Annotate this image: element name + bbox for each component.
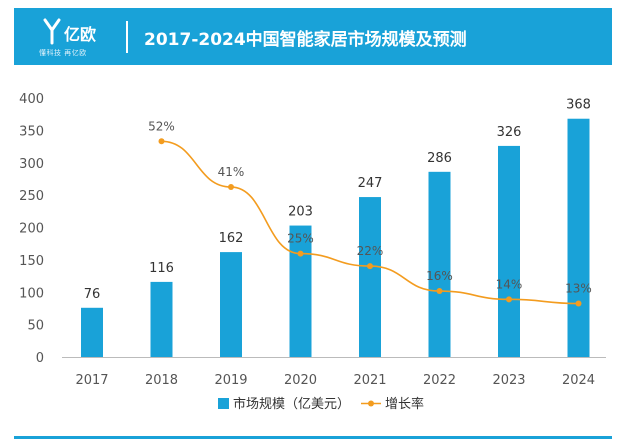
- y-tick-label: 150: [19, 254, 44, 269]
- bar-value-label: 247: [358, 176, 383, 191]
- y-tick-label: 400: [19, 92, 44, 107]
- growth-rate-label: 22%: [357, 244, 384, 258]
- logo-text: 亿欧: [64, 25, 97, 44]
- bar-value-label: 162: [219, 231, 244, 246]
- legend-bar-swatch: [218, 398, 229, 409]
- legend-line-label: 增长率: [385, 396, 424, 412]
- bar: [359, 197, 381, 357]
- growth-rate-label: 14%: [496, 277, 523, 291]
- x-tick-label: 2018: [145, 373, 178, 388]
- legend-bar-label: 市场规模（亿美元）: [233, 396, 350, 412]
- growth-rate-label: 25%: [287, 232, 314, 246]
- bar: [220, 252, 242, 357]
- bar-value-label: 326: [497, 125, 522, 140]
- bar: [150, 281, 173, 357]
- bar-value-label: 203: [288, 205, 313, 220]
- y-tick-label: 250: [19, 189, 44, 204]
- bar: [498, 145, 520, 357]
- growth-rate-label: 41%: [218, 165, 245, 179]
- bar-value-labels: 76 116 162 203 247 286 326 368: [84, 98, 591, 302]
- x-tick-label: 2017: [75, 373, 108, 388]
- y-axis: 0 50 100 150 200 250 300 350 400: [19, 92, 44, 366]
- x-axis: 2017 2018 2019 2020 2021 2022 2023 2024: [75, 373, 595, 388]
- growth-rate-point: [228, 184, 234, 191]
- yiou-logo-icon: [43, 18, 61, 45]
- y-tick-label: 200: [19, 222, 44, 237]
- growth-rate-point: [575, 300, 582, 307]
- x-tick-label: 2021: [353, 373, 386, 388]
- legend: 市场规模（亿美元） 增长率: [218, 396, 424, 412]
- banner-divider: [126, 21, 128, 53]
- growth-rate-label: 52%: [148, 119, 175, 133]
- growth-rate-point: [297, 250, 304, 257]
- growth-rate-point: [436, 288, 443, 295]
- y-tick-label: 50: [27, 319, 44, 334]
- growth-rate-point: [367, 263, 373, 270]
- y-tick-label: 350: [19, 124, 44, 139]
- x-tick-label: 2020: [284, 373, 317, 388]
- bar-value-label: 368: [566, 98, 591, 113]
- x-tick-label: 2023: [492, 373, 525, 388]
- growth-rate-label: 16%: [426, 269, 453, 283]
- growth-rate-point: [158, 138, 165, 145]
- bar-value-label: 76: [84, 287, 101, 302]
- bar-value-label: 286: [427, 151, 452, 166]
- growth-rate-label: 13%: [565, 282, 592, 296]
- y-tick-label: 100: [19, 286, 44, 301]
- bar: [567, 118, 590, 357]
- growth-rate-series: 52% 41% 25% 22% 16% 14% 13%: [148, 119, 592, 307]
- bar-series: [81, 118, 590, 357]
- bar-value-label: 116: [149, 261, 174, 276]
- bar: [289, 225, 312, 357]
- x-tick-label: 2022: [423, 373, 456, 388]
- legend-line-marker: [368, 400, 374, 407]
- bar: [81, 307, 103, 357]
- x-tick-label: 2019: [214, 373, 247, 388]
- header-banner: 亿欧 懂科技 再亿欧 2017-2024中国智能家居市场规模及预测: [14, 8, 612, 65]
- y-tick-label: 0: [36, 351, 44, 366]
- chart-title: 2017-2024中国智能家居市场规模及预测: [144, 30, 467, 50]
- y-tick-label: 300: [19, 157, 44, 172]
- x-tick-label: 2024: [562, 373, 595, 388]
- logo-tagline: 懂科技 再亿欧: [39, 49, 87, 57]
- footer-rule: [14, 436, 612, 439]
- growth-rate-point: [506, 296, 512, 303]
- bar: [428, 171, 451, 357]
